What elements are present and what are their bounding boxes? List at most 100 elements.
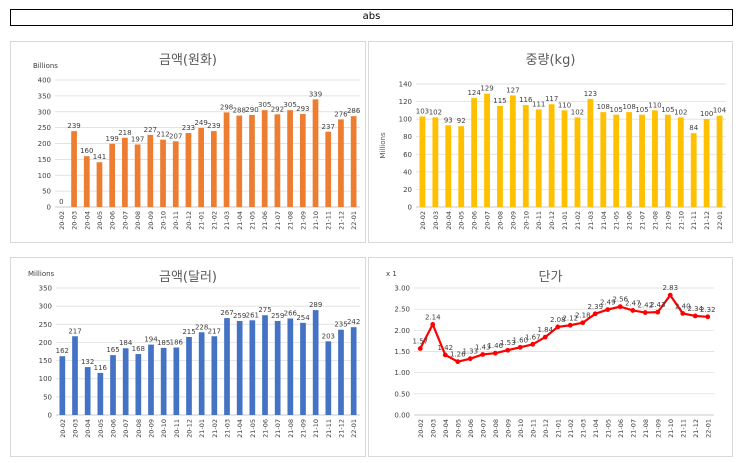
header-label: abs xyxy=(362,11,381,22)
x-tick-label: 21-05 xyxy=(604,419,612,438)
x-tick-label: 21-06 xyxy=(617,419,625,438)
data-label: 2.32 xyxy=(700,306,716,314)
data-label: 2.42 xyxy=(637,302,653,310)
x-tick-label: 20-02 xyxy=(417,419,425,438)
x-tick-label: 22-01 xyxy=(350,419,358,438)
y-tick-label: 400 xyxy=(38,77,51,85)
bar xyxy=(350,116,357,207)
x-tick-label: 21-08 xyxy=(287,211,295,230)
y-tick-label: 50 xyxy=(42,188,51,196)
x-tick-label: 20-04 xyxy=(84,419,92,438)
bar xyxy=(172,141,179,207)
chart-title: 금액(달러) xyxy=(159,270,217,285)
data-label: 105 xyxy=(661,106,674,114)
data-point xyxy=(605,307,611,312)
x-tick-label: 20-02 xyxy=(58,211,66,230)
bar xyxy=(147,134,154,207)
x-tick-label: 20-04 xyxy=(445,211,453,230)
data-label: 267 xyxy=(220,309,233,317)
data-point xyxy=(542,334,548,340)
bar xyxy=(574,117,581,207)
bar xyxy=(535,109,542,207)
x-tick-label: 21-05 xyxy=(249,419,257,438)
bar xyxy=(325,341,332,415)
bar xyxy=(432,117,439,207)
x-tick-label: 21-07 xyxy=(629,419,637,438)
x-tick-label: 21-09 xyxy=(299,211,307,230)
data-label: 218 xyxy=(118,129,131,137)
bar xyxy=(419,116,426,207)
x-tick-label: 20-10 xyxy=(160,211,168,230)
x-tick-label: 20-11 xyxy=(529,419,537,438)
x-tick-label: 20-11 xyxy=(173,419,181,438)
bar xyxy=(236,115,243,207)
data-label: 237 xyxy=(322,123,335,131)
data-label: 261 xyxy=(246,311,259,319)
data-label: 162 xyxy=(56,347,69,355)
x-tick-label: 21-11 xyxy=(679,419,687,438)
data-label: 276 xyxy=(334,110,348,118)
data-label: 212 xyxy=(156,131,169,139)
x-tick-label: 21-11 xyxy=(690,211,698,230)
data-label: 123 xyxy=(584,90,597,98)
data-label: 207 xyxy=(169,132,182,140)
x-tick-label: 20-05 xyxy=(96,211,104,230)
y-tick-label: 350 xyxy=(39,285,52,293)
x-tick-label: 21-09 xyxy=(664,211,672,230)
x-tick-label: 20-05 xyxy=(97,419,105,438)
bar xyxy=(71,131,77,207)
data-label: 1.26 xyxy=(450,351,466,359)
data-point xyxy=(692,313,698,319)
x-tick-label: 20-04 xyxy=(83,211,91,230)
x-tick-label: 21-02 xyxy=(210,211,218,230)
data-label: 266 xyxy=(284,309,298,317)
x-tick-label: 21-03 xyxy=(579,419,587,438)
bar xyxy=(652,110,658,207)
x-tick-label: 21-03 xyxy=(223,211,231,230)
chart-panel-weight: 중량(kg) Millions 0 20 40 60 80 100 120 140 20-02 20-… xyxy=(368,41,733,243)
bar xyxy=(312,310,319,415)
x-tick-label: 21-08 xyxy=(642,419,650,438)
data-label: 2.49 xyxy=(600,299,616,307)
bar xyxy=(274,321,281,415)
data-label: 102 xyxy=(571,108,584,116)
bar xyxy=(122,137,128,207)
data-label: 293 xyxy=(296,105,309,113)
bar xyxy=(122,348,129,415)
bar xyxy=(134,144,141,207)
x-tick-label: 21-10 xyxy=(312,419,320,438)
chart-panel-usd-amount: 금액(달러) Millions 0 50 100 150 200 250 300 350 20-02… xyxy=(10,257,366,457)
data-point xyxy=(505,347,511,353)
data-point xyxy=(467,356,473,362)
data-point xyxy=(492,350,498,356)
data-label: 92 xyxy=(457,117,466,125)
data-point xyxy=(442,352,448,358)
data-label: 203 xyxy=(322,332,335,340)
x-tick-label: 21-11 xyxy=(325,419,333,438)
x-tick-label: 21-12 xyxy=(692,419,700,438)
data-label: 228 xyxy=(195,323,208,331)
data-label: 141 xyxy=(93,153,106,161)
data-label: 124 xyxy=(467,89,481,97)
bar xyxy=(110,355,116,415)
data-point xyxy=(667,292,673,298)
x-tick-label: 21-04 xyxy=(592,419,600,438)
data-point xyxy=(517,344,523,350)
chart-usd-amount: 금액(달러) Millions 0 50 100 150 200 250 300 350 20-02… xyxy=(28,270,360,438)
data-point xyxy=(680,311,686,316)
x-tick-label: 21-05 xyxy=(248,211,256,230)
y-tick-label: 100 xyxy=(39,375,52,383)
x-tick-label: 20-10 xyxy=(522,211,530,230)
x-tick-label: 21-07 xyxy=(274,211,282,230)
bar xyxy=(211,336,218,415)
data-point xyxy=(580,320,586,326)
data-label: 100 xyxy=(700,110,713,118)
bar xyxy=(287,318,294,415)
x-tick-label: 21-06 xyxy=(626,211,634,230)
bar xyxy=(484,93,490,207)
data-label: 217 xyxy=(208,327,221,335)
x-tick-label: 20-02 xyxy=(419,211,427,230)
data-label: 104 xyxy=(713,107,727,115)
data-label: 160 xyxy=(80,147,93,155)
x-tick-label: 21-03 xyxy=(224,419,232,438)
